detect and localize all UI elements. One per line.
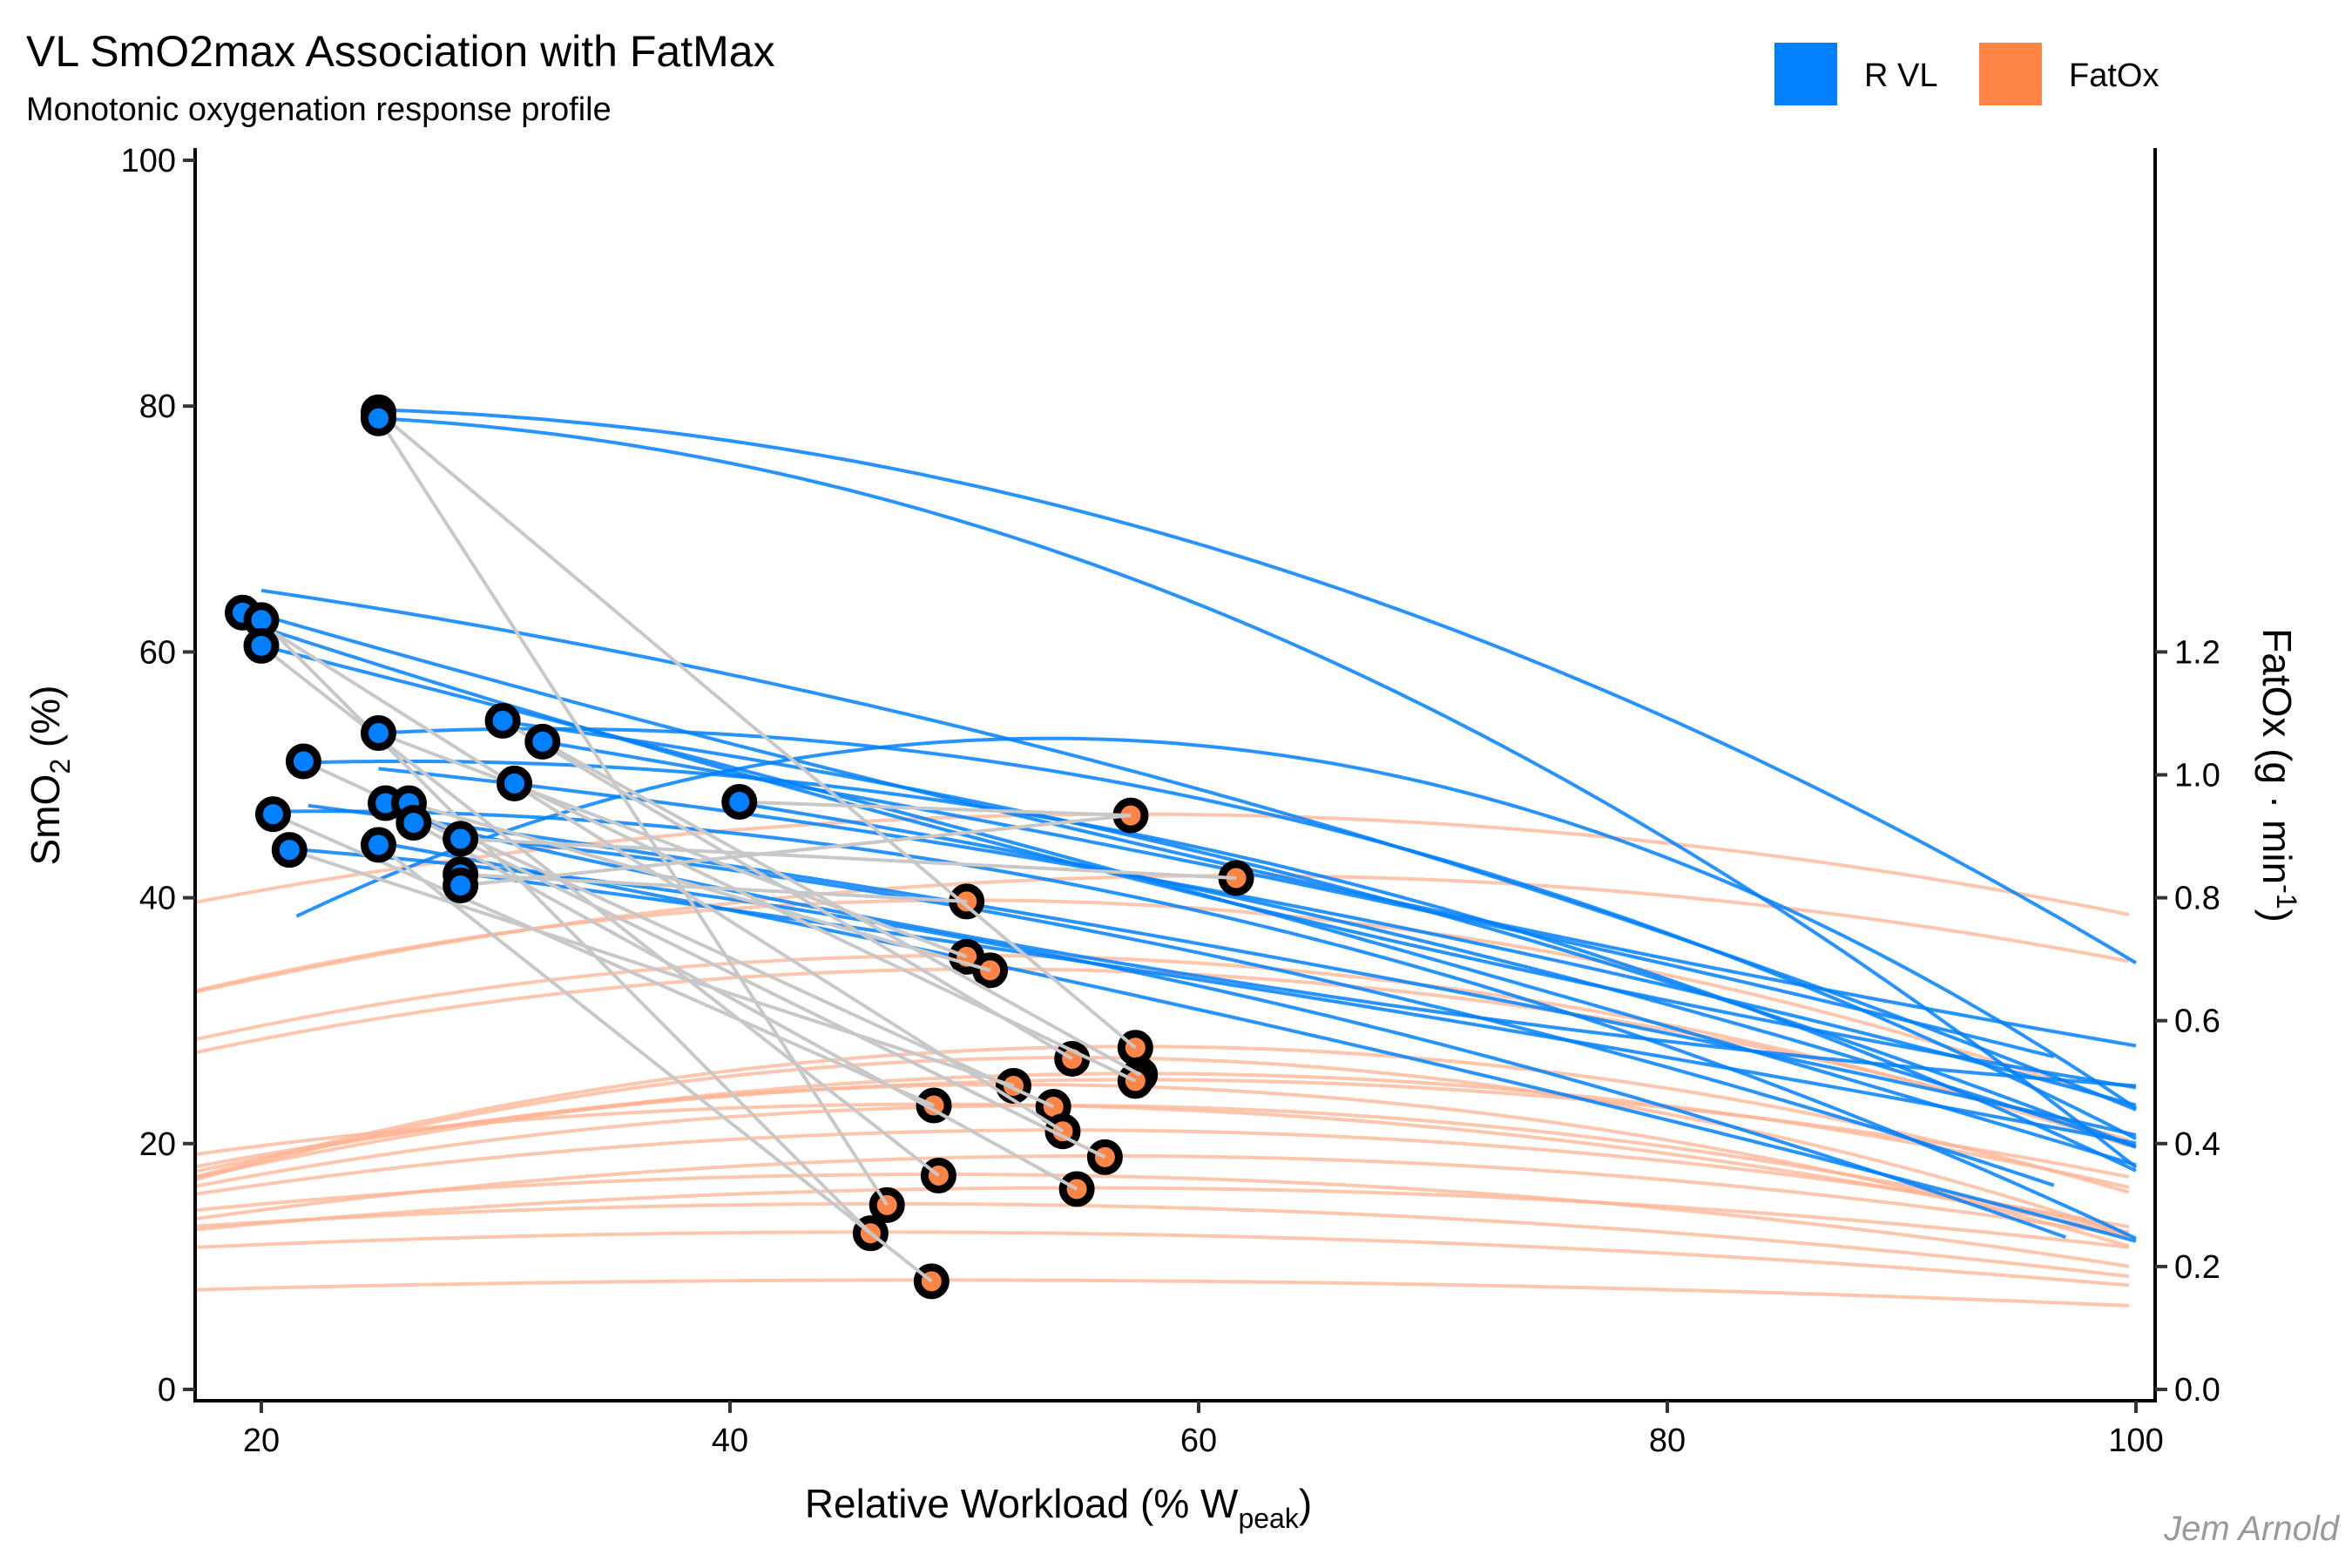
fatox-curve (195, 812, 2130, 916)
y2-axis-title: FatOx (g · min-1) (2254, 628, 2302, 923)
fatox-curve (195, 1128, 2130, 1229)
connector-line (288, 848, 1015, 1088)
smo2-point (497, 765, 533, 801)
legend-swatch-fatox (1979, 43, 2042, 105)
connector-line (460, 836, 1237, 881)
smo2-curve (542, 740, 2055, 1059)
smo2-point (361, 715, 396, 752)
fatox-curve (195, 1278, 2129, 1308)
y-tick-label: 40 (139, 881, 176, 917)
y2-tick-label: 1.2 (2174, 634, 2220, 671)
fatox-curve (195, 898, 2130, 1108)
fatox-curve (195, 1230, 2130, 1288)
smo2-curve (460, 871, 2137, 1146)
smo2-point (243, 627, 280, 664)
smo2-point (721, 784, 758, 821)
connector-line (739, 800, 1132, 818)
legend-label-rvl: R VL (1864, 57, 1937, 94)
smo2-curve (378, 767, 2137, 1107)
smo2-curve (260, 644, 2137, 1167)
fatox-curve (195, 1104, 2130, 1234)
smo2-curves (260, 408, 2138, 1243)
x-tick-label: 80 (1649, 1423, 1686, 1459)
fatox-curve (195, 1102, 2130, 1238)
connector-line (502, 719, 1073, 1061)
axes: 20 40 60 80 100 0 20 40 60 80 100 0.0 0.2 0.4 0.6 0.8… (121, 143, 2220, 1459)
smo2-curve (729, 800, 2137, 1149)
chart-title: VL SmO2max Association with FatMax (26, 27, 775, 76)
y-tick-label: 100 (121, 143, 176, 179)
smo2-curve (401, 815, 2137, 1088)
y-tick-label: 60 (139, 634, 176, 671)
y-tick-label: 20 (139, 1126, 176, 1163)
x-axis-title: Relative Workload (% Wpeak) (805, 1481, 1312, 1534)
smo2-points (224, 394, 758, 903)
fatox-curve (195, 1186, 2130, 1249)
x-tick-label: 40 (712, 1423, 748, 1459)
y-tick-label: 80 (139, 389, 176, 425)
smo2-point (361, 827, 396, 863)
connector-line (541, 740, 1141, 1077)
connector-lines (241, 410, 1237, 1283)
smo2-curve (378, 727, 2137, 1140)
connector-line (260, 618, 872, 1235)
x-tick-label: 60 (1180, 1423, 1217, 1459)
connector-line (272, 812, 935, 1107)
y-tick-label: 0 (158, 1372, 176, 1409)
smo2-curve (378, 408, 2138, 965)
y2-ticks: 0.0 0.2 0.4 0.6 0.8 1.0 1.2 (2155, 634, 2220, 1409)
smo2-point (395, 805, 432, 841)
connector-line (377, 410, 1137, 1050)
x-ticks: 20 40 60 80 100 (243, 1401, 2164, 1459)
legend: R VL FatOx (1774, 43, 2159, 105)
connector-line (377, 843, 933, 1283)
smo2-point (361, 400, 396, 436)
connector-line (460, 814, 1132, 888)
y2-tick-label: 0.0 (2174, 1372, 2220, 1409)
smo2-point (484, 702, 521, 739)
smo2-curve (378, 416, 2138, 1169)
smo2-curve (260, 613, 2137, 1048)
chart-subtitle: Monotonic oxygenation response profile (26, 91, 612, 128)
fatox-curve (195, 1056, 2130, 1237)
smo2-curve (295, 736, 2138, 1110)
connector-line (384, 801, 1106, 1159)
fatox-curve (195, 1173, 2130, 1268)
y2-tick-label: 1.0 (2174, 758, 2220, 794)
y2-tick-label: 0.4 (2174, 1126, 2220, 1163)
smo2-point (271, 832, 308, 868)
legend-label-fatox: FatOx (2069, 57, 2159, 94)
x-tick-label: 20 (243, 1423, 280, 1459)
x-tick-label: 100 (2108, 1423, 2163, 1459)
y2-tick-label: 0.6 (2174, 1004, 2220, 1040)
y2-tick-label: 0.2 (2174, 1249, 2220, 1286)
smo2-curve (308, 759, 2137, 1173)
smo2-point (285, 743, 321, 780)
fatox-curve (195, 1044, 2130, 1194)
smo2-curve (284, 847, 2066, 1240)
y2-tick-label: 0.8 (2174, 881, 2220, 917)
smo2-point (524, 723, 561, 760)
fatox-curves (195, 812, 2130, 1308)
legend-swatch-rvl (1774, 43, 1837, 105)
connector-line (412, 821, 1078, 1191)
caption: Jem Arnold (2163, 1510, 2341, 1548)
connector-line (460, 872, 967, 903)
connector-line (377, 731, 968, 959)
smo2-curve (260, 809, 2137, 1240)
smo2-point (443, 867, 479, 903)
smo2-curve (308, 803, 2137, 1137)
fatox-curve (195, 1153, 2130, 1238)
smo2-point (254, 796, 291, 833)
fatox-curve (195, 1201, 2130, 1279)
y-axis-title: SmO2 (%) (23, 686, 76, 866)
y-ticks: 0 20 40 60 80 100 (121, 143, 195, 1409)
smo2-curve (378, 841, 2137, 1243)
smo2-point (443, 821, 479, 857)
connector-line (513, 781, 1137, 1083)
connector-line (376, 417, 889, 1206)
plot-area (195, 394, 2138, 1308)
smo2-curve (460, 835, 2055, 1187)
